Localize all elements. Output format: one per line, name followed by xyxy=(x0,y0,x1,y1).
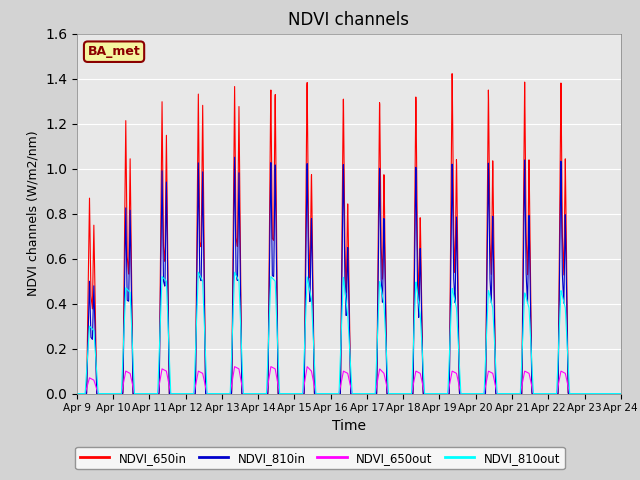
Title: NDVI channels: NDVI channels xyxy=(288,11,410,29)
Legend: NDVI_650in, NDVI_810in, NDVI_650out, NDVI_810out: NDVI_650in, NDVI_810in, NDVI_650out, NDV… xyxy=(75,447,565,469)
Y-axis label: NDVI channels (W/m2/nm): NDVI channels (W/m2/nm) xyxy=(26,131,40,297)
Text: BA_met: BA_met xyxy=(88,45,140,58)
X-axis label: Time: Time xyxy=(332,419,366,433)
